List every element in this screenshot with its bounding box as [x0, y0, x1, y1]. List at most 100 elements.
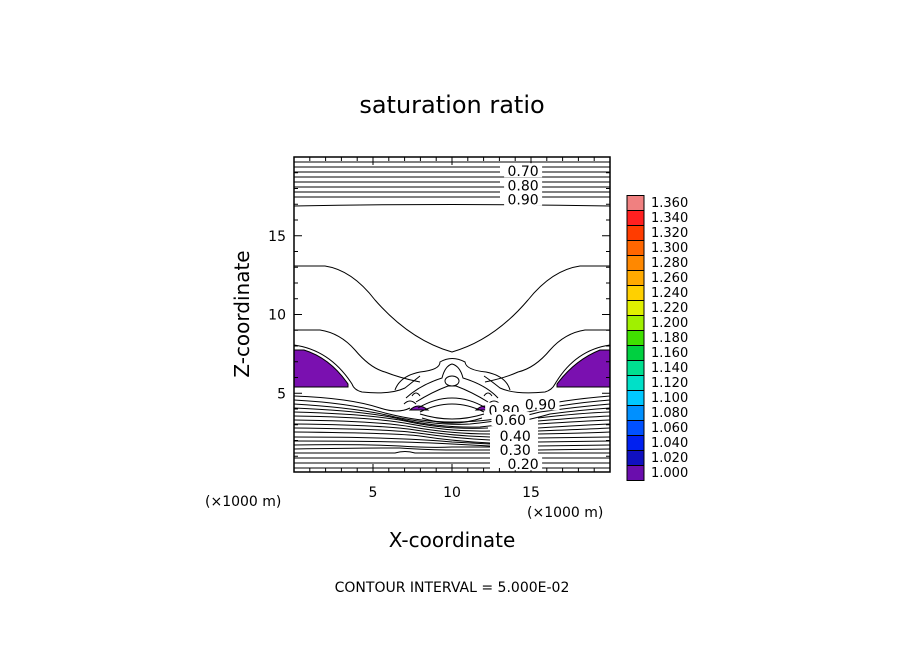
colorbar-label: 1.220: [651, 301, 688, 316]
colorbar-swatch: [626, 450, 645, 466]
z-unit-label: (×1000 m): [205, 494, 281, 510]
colorbar-swatch: [626, 405, 645, 421]
contour-lines: [293, 161, 611, 469]
colorbar-swatch: [626, 420, 645, 436]
colorbar-label: 1.160: [651, 346, 688, 361]
contour-line: [421, 417, 483, 424]
contour-label-bg: [504, 191, 543, 206]
colorbar-label: 1.360: [651, 196, 688, 211]
x-tick-label: 10: [443, 485, 461, 501]
contour-label: 0.90: [525, 397, 556, 413]
region-small-left: [408, 405, 430, 411]
x-tick-labels: 5 10 15: [369, 485, 540, 501]
colorbar-swatch: [626, 270, 645, 286]
colorbar-swatch: [626, 435, 645, 451]
colorbar-swatch: [626, 345, 645, 361]
y-axis-label: Z-coordinate: [230, 250, 254, 377]
contour-line: [405, 363, 499, 399]
contour-line: [293, 436, 611, 445]
colorbar-swatch: [626, 330, 645, 346]
colorbar-swatch: [626, 240, 645, 256]
contour-label: 0.40: [500, 429, 531, 445]
colorbar-label: 1.040: [651, 436, 688, 451]
contour-line: [293, 411, 611, 429]
colorbar-label: 1.240: [651, 286, 688, 301]
colorbar-swatch: [626, 390, 645, 406]
contour-line: [483, 344, 611, 394]
colorbar-swatch: [626, 285, 645, 301]
contour-line: [415, 385, 489, 403]
contour-label-bg: [521, 396, 560, 411]
contour-line: [293, 444, 611, 448]
contour-line: [293, 447, 611, 451]
y-tick-label: 10: [268, 308, 286, 324]
colorbar-label: 1.340: [651, 211, 688, 226]
colorbar-swatch: [626, 375, 645, 391]
contour-label: 0.60: [495, 413, 526, 429]
chart-title: saturation ratio: [359, 91, 544, 119]
colorbar-label: 1.020: [651, 451, 688, 466]
contour-line: [293, 204, 611, 207]
contour-line: [417, 397, 487, 409]
contour-label: 0.90: [508, 193, 539, 209]
contour-line: [293, 344, 421, 394]
colorbar-label: 1.300: [651, 241, 688, 256]
region-right: [556, 349, 611, 388]
contour-line: [294, 451, 610, 454]
colorbar-label: 1.260: [651, 271, 688, 286]
contour-line: [394, 358, 511, 391]
contour-line: [294, 265, 610, 353]
colorbar-swatch: [626, 360, 645, 376]
colorbar-swatch: [626, 255, 645, 271]
colorbar-label: 1.140: [651, 361, 688, 376]
colorbar-label: 1.320: [651, 226, 688, 241]
colorbar-label: 1.120: [651, 376, 688, 391]
colorbar-label: 1.180: [651, 331, 688, 346]
colorbar-label: 1.100: [651, 391, 688, 406]
contour-label-bg: [496, 427, 535, 442]
y-tick-label: 5: [277, 386, 286, 402]
contour-label-bg: [504, 177, 543, 192]
region-left: [293, 349, 349, 388]
contour-labels: 0.700.800.900.900.800.600.400.300.20: [485, 163, 560, 473]
colorbar-label: 1.080: [651, 406, 688, 421]
supersaturated-regions: [293, 349, 611, 411]
colorbar-swatch: [626, 210, 645, 226]
contour-label: 0.70: [508, 164, 539, 180]
contour-label: 0.20: [508, 457, 539, 473]
contour-line: [293, 407, 611, 428]
contour-line: [293, 431, 611, 444]
contour-line: [444, 375, 460, 387]
contour-line: [484, 329, 610, 383]
contour-interval-note: CONTOUR INTERVAL = 5.000E-02: [335, 580, 570, 596]
contour-line: [293, 423, 611, 438]
contour-line: [419, 403, 485, 413]
contour-label: 0.80: [508, 178, 539, 194]
y-tick-label: 15: [268, 229, 286, 245]
contour-line: [294, 329, 421, 383]
colorbar-swatch: [626, 195, 645, 211]
colorbar-swatch: [626, 225, 645, 241]
contour-label-bg: [496, 441, 535, 456]
contour-line: [293, 419, 611, 435]
x-tick-label: 15: [522, 485, 540, 501]
contour-line: [419, 413, 485, 420]
colorbar-swatch: [626, 465, 645, 481]
colorbar-swatch: [626, 300, 645, 316]
colorbar: 1.3601.3401.3201.3001.2801.2601.2401.220…: [626, 195, 688, 481]
colorbar-label: 1.280: [651, 256, 688, 271]
y-tick-labels: 5 10 15: [268, 229, 286, 403]
contour-line: [411, 392, 493, 397]
colorbar-label: 1.200: [651, 316, 688, 331]
contour-label-bg: [491, 412, 530, 427]
x-tick-label: 5: [369, 485, 378, 501]
colorbar-swatch: [626, 315, 645, 331]
contour-label-bg: [504, 163, 543, 178]
x-axis-label: X-coordinate: [389, 528, 516, 552]
axis-ticks: [294, 157, 610, 472]
contour-label-bg: [504, 456, 543, 471]
contour-line: [293, 427, 611, 441]
colorbar-label: 1.060: [651, 421, 688, 436]
colorbar-label: 1.000: [651, 466, 688, 481]
